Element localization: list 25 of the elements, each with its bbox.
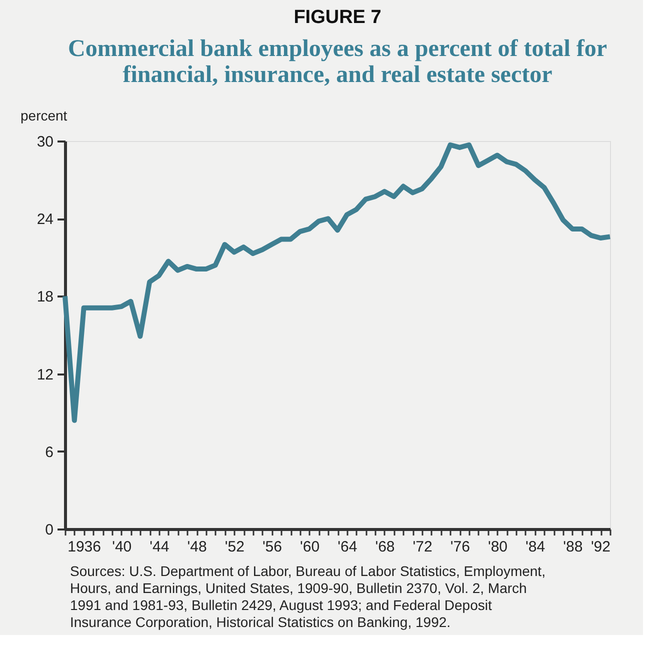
- x-tick-label: '52: [224, 538, 244, 556]
- x-tick-label: '88: [563, 538, 583, 556]
- x-tick-label: '68: [375, 538, 395, 556]
- chart-title: FIGURE 7: [294, 7, 382, 28]
- y-tick-label: 30: [36, 134, 54, 150]
- source-note: Sources: U.S. Department of Labor, Bureau of Labor Statistics, Employment, Hours, and Earnings, United States, 1909-90, Bulletin 2370, Vol. 2, March 1991 and 1981-93, Bulletin 2429, August 1993; and Federal Deposit Insurance Corporation, Historical Statistics on Banking, 1992.: [70, 563, 546, 630]
- x-tick-label: '80: [488, 538, 508, 556]
- x-tick-label: '92: [590, 538, 610, 556]
- x-tick-label: '40: [112, 538, 132, 556]
- y-tick-label: 6: [45, 444, 54, 461]
- y-tick-label: 0: [45, 522, 54, 538]
- y-tick-label: 12: [36, 366, 54, 384]
- x-tick-label: 1936: [68, 538, 101, 556]
- x-tick-label: '48: [187, 538, 207, 556]
- x-tick-label: '76: [450, 538, 470, 556]
- y-tick-label: 24: [36, 211, 54, 228]
- x-tick-label: '64: [338, 538, 358, 556]
- x-tick-label: '72: [412, 538, 432, 556]
- x-tick-label: '84: [526, 538, 546, 556]
- x-tick-label: '56: [262, 538, 282, 556]
- x-tick-label: '60: [300, 538, 320, 556]
- y-axis-title: percent: [20, 108, 68, 124]
- x-tick-label: '44: [150, 538, 170, 556]
- y-tick-label: 18: [36, 288, 54, 306]
- chart-subtitle: Commercial bank employees as a percent of total for financial, insurance, and real estate sector: [68, 36, 608, 88]
